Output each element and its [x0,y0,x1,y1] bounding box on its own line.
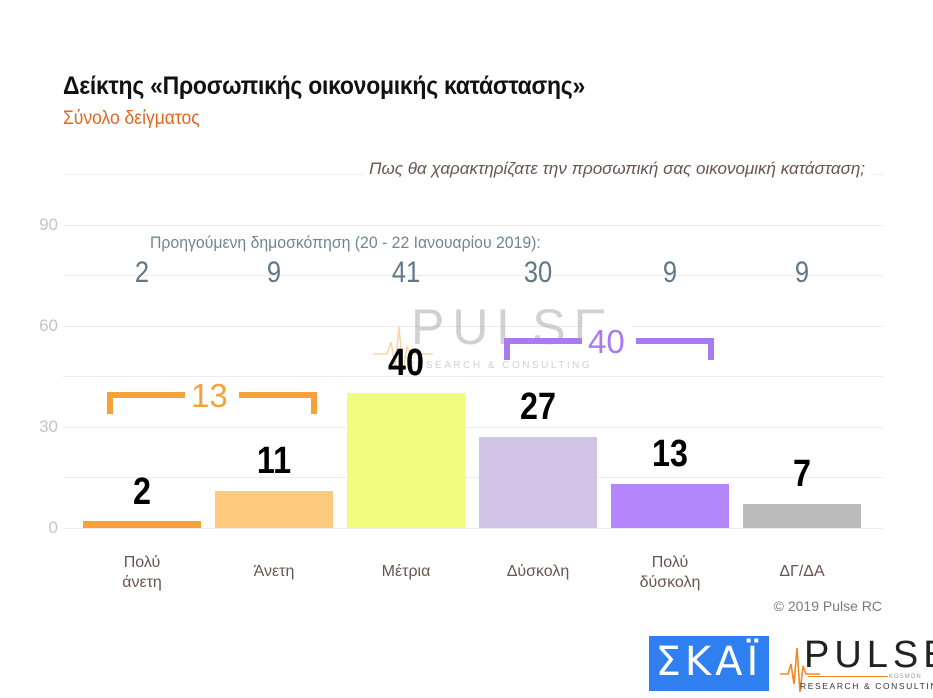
previous-value-difficult: 30 [523,256,553,289]
category-very-comfortable: Πολύ άνετη [122,554,162,591]
previous-value-no-answer: 9 [794,256,810,289]
difficult-total-value: 40 [582,324,631,360]
previous-value-moderate: 41 [391,256,421,289]
bar-very-difficult [611,484,729,528]
previous-value-very-comfortable: 2 [134,256,150,289]
gridline-0 [63,528,883,529]
category-moderate: Μέτρια [381,563,431,580]
chart-title: Δείκτης «Προσωπικής οικονομικής κατάστασ… [63,72,585,100]
pulse-logo-rule [808,676,888,677]
pulse-wave-icon [780,647,820,693]
gridline-60 [63,326,883,327]
previous-poll-label: Προηγούμενη δημοσκόπηση (20 - 22 Ιανουαρ… [150,233,541,252]
category-difficult: Δύσκολη [506,563,570,580]
y-tick-90: 90 [39,215,58,234]
comfortable-total-bracket: 13 [107,378,317,414]
bar-comfortable [215,491,333,528]
bar-value-very-comfortable: 2 [133,471,151,513]
copyright-notice: © 2019 Pulse RC [773,598,882,614]
bar-value-moderate: 40 [388,342,424,384]
previous-value-very-difficult: 9 [662,256,678,289]
y-tick-60: 60 [39,316,58,335]
chart-subtitle: Σύνολο δείγματος [63,108,200,129]
gridline-30 [63,427,883,428]
y-tick-0: 0 [48,518,58,537]
comfortable-total-value: 13 [185,378,234,414]
y-tick-30: 30 [39,417,58,436]
bar-value-very-difficult: 13 [652,433,688,475]
bar-no-answer [743,504,861,528]
pulse-logo: PULSE KOSMON RESEARCH & CONSULTING [780,634,933,694]
gridline-75 [63,275,883,276]
bar-moderate [347,393,465,528]
difficult-total-bracket: 40 [504,324,714,360]
bar-value-no-answer: 7 [793,453,811,495]
gridline-45 [63,376,883,377]
survey-question: Πως θα χαρακτηρίζατε την προσωπική σας ο… [363,159,871,179]
bar-difficult [479,437,597,528]
category-comfortable: Άνετη [253,563,295,580]
previous-value-comfortable: 9 [266,256,282,289]
category-no-answer: ΔΓ/ΔΑ [779,563,825,580]
bar-value-difficult: 27 [520,386,556,428]
bar-value-comfortable: 11 [256,440,292,482]
gridline-90 [63,225,883,226]
category-very-difficult: Πολύ δύσκολη [639,554,701,591]
gridline-15 [63,477,883,478]
bar-very-comfortable [83,521,201,528]
skai-logo: ΣΚΑΪ [649,636,769,691]
pulse-wave-icon [373,326,433,373]
